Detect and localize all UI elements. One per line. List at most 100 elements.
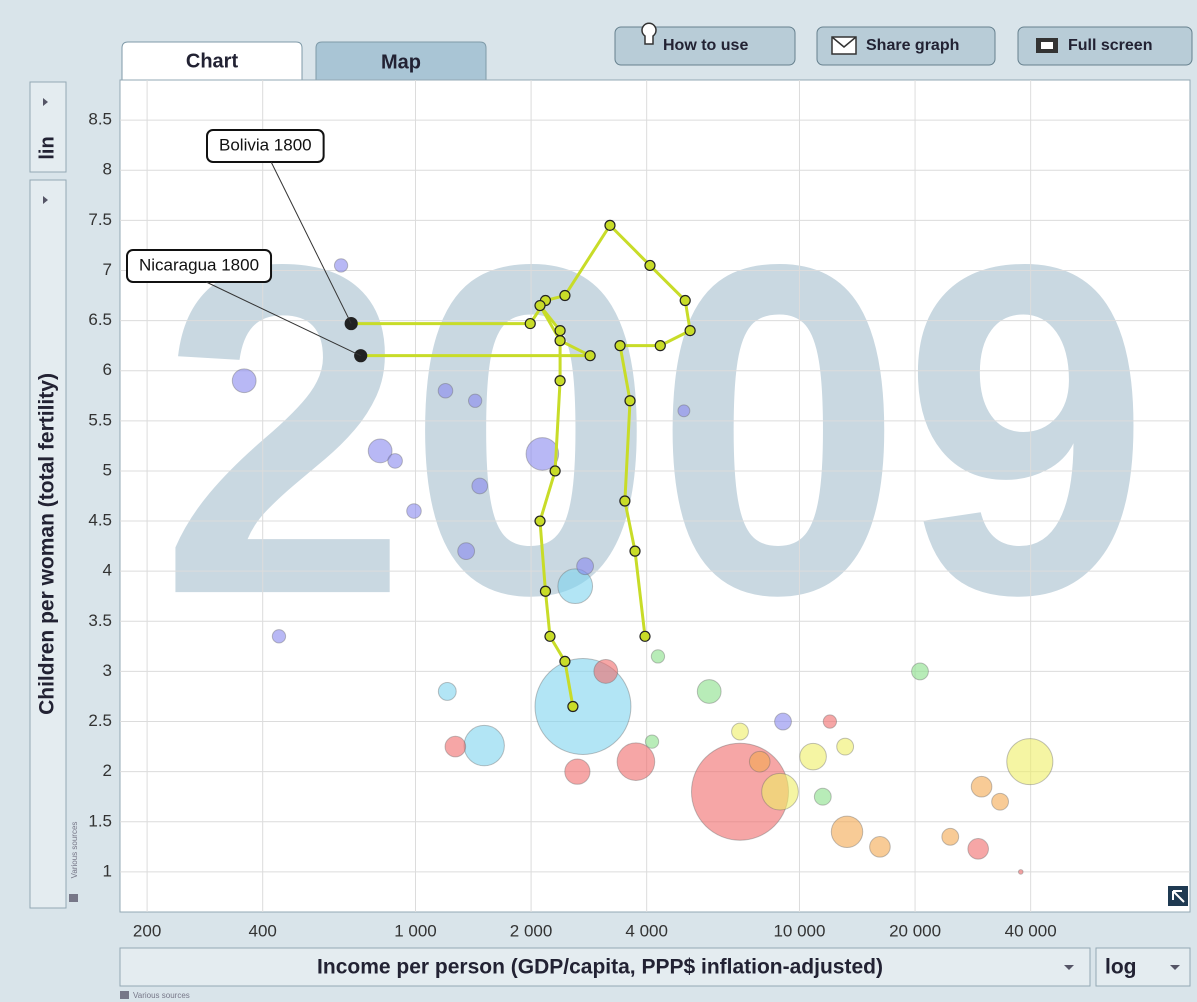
- bubble: [813, 787, 832, 806]
- bubble: [271, 629, 287, 644]
- x-axis-selector[interactable]: Income per person (GDP/capita, PPP$ infl…: [119, 947, 1091, 987]
- y-tick-label: 2.5: [88, 711, 112, 730]
- share-graph-button[interactable]: Share graph: [816, 26, 996, 66]
- y-tick-label: 8.5: [88, 110, 112, 129]
- tab-chart[interactable]: Chart: [121, 41, 303, 81]
- trail-point: [584, 350, 596, 362]
- x-tick-label: 4 000: [625, 921, 668, 940]
- bubble: [616, 742, 656, 781]
- bubble: [437, 682, 457, 701]
- tab-label[interactable]: Map: [381, 51, 421, 73]
- trail-point: [554, 325, 566, 337]
- button-label[interactable]: Full screen: [1068, 37, 1152, 54]
- tab-label[interactable]: Chart: [186, 50, 239, 72]
- label-box: [206, 129, 325, 163]
- trail-label: Nicaragua 1800: [139, 255, 259, 274]
- bubble: [467, 393, 483, 408]
- bubble: [333, 258, 349, 273]
- bubble: [911, 662, 929, 681]
- x-tick-label: 2 000: [510, 921, 553, 940]
- year-watermark: 2009: [160, 167, 1150, 692]
- bubble: [231, 368, 257, 394]
- source-note: Various sources: [133, 991, 190, 1000]
- bubble: [731, 722, 749, 741]
- how-to-use-button[interactable]: How to use: [614, 22, 796, 66]
- y-tick-label: 7.5: [88, 210, 112, 229]
- label-leader: [270, 161, 352, 324]
- y-tick-label: 3.5: [88, 611, 112, 630]
- bubble: [644, 734, 660, 749]
- y-tick-label: 5: [103, 460, 112, 479]
- y-scale-dropdown[interactable]: lin: [29, 81, 67, 173]
- trail-point: [567, 700, 579, 713]
- expand-icon[interactable]: [1168, 886, 1188, 906]
- bubble: [367, 438, 393, 464]
- bubble: [457, 542, 476, 561]
- bubble: [869, 836, 891, 858]
- trail-point: [554, 335, 566, 347]
- bubble: [463, 724, 505, 767]
- trail-point: [619, 495, 631, 507]
- button-label[interactable]: Share graph: [866, 37, 959, 54]
- bubble: [830, 815, 864, 849]
- x-scale-label[interactable]: log: [1105, 956, 1137, 979]
- bubble: [406, 503, 422, 519]
- trail-point: [559, 289, 571, 302]
- label-box: [126, 249, 273, 283]
- x-tick-label: 200: [133, 921, 161, 940]
- x-tick-label: 20 000: [889, 921, 941, 940]
- trail-point: [554, 375, 566, 387]
- bubble: [471, 477, 489, 495]
- trail-label: Bolivia 1800: [219, 135, 312, 154]
- label-leader: [206, 281, 361, 357]
- bubble: [1006, 738, 1054, 786]
- trail-point: [644, 259, 656, 272]
- trail-point: [639, 630, 651, 642]
- trail-point: [654, 340, 666, 352]
- trail-point: [679, 294, 691, 307]
- y-tick-label: 8: [103, 160, 112, 179]
- trail-point: [539, 585, 552, 597]
- bubble: [991, 792, 1009, 811]
- tab-map[interactable]: Map: [315, 41, 487, 81]
- button-label[interactable]: How to use: [663, 37, 748, 54]
- source-icon: [120, 991, 129, 999]
- bubble: [970, 775, 993, 798]
- y-tick-label: 4.5: [88, 511, 112, 530]
- bubble: [761, 772, 799, 811]
- y-tick-label: 5.5: [88, 410, 112, 429]
- y-scale-label[interactable]: lin: [36, 136, 58, 159]
- bubble: [593, 659, 619, 684]
- bubble: [696, 679, 722, 704]
- y-tick-label: 6.5: [88, 310, 112, 329]
- y-tick-label: 4: [103, 561, 112, 580]
- trail-point: [684, 325, 696, 337]
- trail-point: [534, 515, 546, 527]
- full-screen-button[interactable]: Full screen: [1017, 26, 1193, 66]
- trail-point: [544, 630, 556, 642]
- x-axis-label[interactable]: Income per person (GDP/capita, PPP$ infl…: [317, 956, 883, 979]
- trail-point: [624, 395, 636, 407]
- bubble: [822, 714, 838, 729]
- x-tick-label: 1 000: [394, 921, 437, 940]
- y-axis-selector[interactable]: Children per woman (total fertility): [29, 179, 67, 909]
- y-tick-label: 1.5: [88, 811, 112, 830]
- bubble: [557, 568, 594, 605]
- bubble: [748, 750, 771, 773]
- x-tick-label: 40 000: [1005, 921, 1057, 940]
- source-icon: [69, 894, 78, 902]
- x-scale-dropdown[interactable]: log: [1095, 947, 1191, 987]
- trail-point: [629, 545, 641, 557]
- trail-point: [559, 655, 571, 667]
- trail-point: [524, 317, 536, 330]
- y-tick-label: 2: [103, 761, 112, 780]
- x-tick-label: 400: [249, 921, 277, 940]
- source-note: Various sources: [70, 822, 79, 879]
- bubble: [677, 404, 691, 418]
- bubble: [967, 838, 989, 860]
- trail-point: [534, 299, 546, 312]
- bubble: [564, 758, 591, 785]
- trail-point: [614, 340, 626, 352]
- y-axis-label[interactable]: Children per woman (total fertility): [36, 373, 59, 715]
- y-tick-label: 1: [103, 861, 112, 880]
